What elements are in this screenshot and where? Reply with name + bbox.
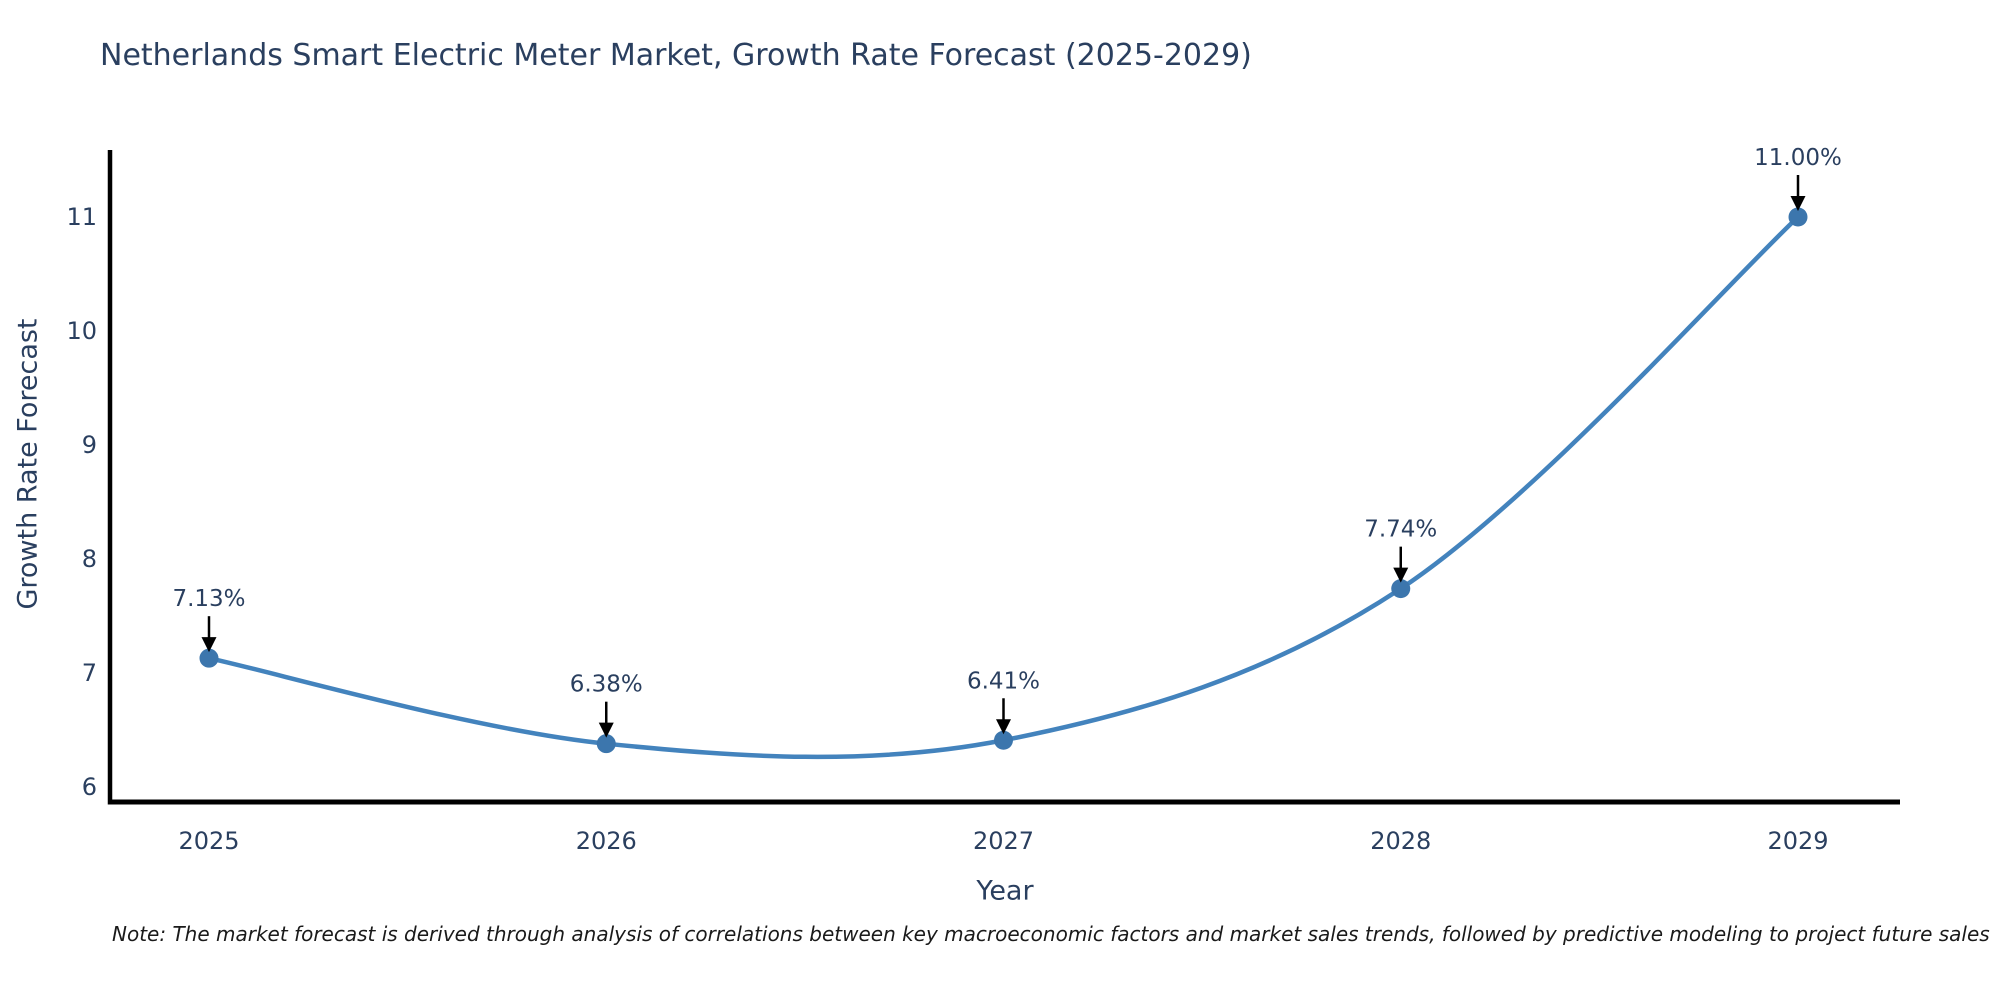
x-tick-label: 2028 [1370,827,1431,855]
annotation-arrow-head [996,719,1011,735]
y-tick-label: 9 [82,431,97,459]
y-tick-label: 8 [82,545,97,573]
annotation-arrow-head [598,722,614,738]
annotation-arrow-head [201,637,217,653]
x-tick-label: 2026 [576,827,637,855]
x-tick-label: 2029 [1767,827,1828,855]
data-point-marker [199,648,219,668]
footnote: Note: The market forecast is derived thr… [112,922,1990,946]
point-annotations: 7.13% 6.38% 6.41% 7.74% 11.00% [172,145,1842,738]
axes [107,150,1900,805]
x-tick-label: 2027 [973,827,1034,855]
y-tick-label: 6 [82,773,97,801]
point-annotation-label: 7.13% [172,586,245,612]
axis-tick-labels: 6 7 8 9 10 11 2025 2026 2027 2028 2029 [66,203,1828,855]
data-point-marker [994,730,1013,750]
point-annotation-label: 6.41% [967,668,1040,694]
chart-title: Netherlands Smart Electric Meter Market,… [100,38,1252,73]
point-annotation-label: 7.74% [1364,517,1437,543]
x-axis-title: Year [976,875,1034,907]
y-tick-label: 10 [66,317,97,345]
x-tick-label: 2025 [178,827,239,855]
annotation-arrow-head [1790,196,1806,211]
data-point-marker [596,734,616,754]
data-point-marker [1391,579,1411,599]
y-tick-label: 11 [66,203,97,231]
data-point-marker [1788,207,1808,227]
trend-line [206,214,1801,760]
growth-rate-series [199,207,1808,760]
y-tick-label: 7 [82,659,97,687]
point-annotation-label: 11.00% [1754,145,1842,171]
annotation-arrow-head [1393,567,1409,583]
point-annotation-label: 6.38% [570,672,643,698]
